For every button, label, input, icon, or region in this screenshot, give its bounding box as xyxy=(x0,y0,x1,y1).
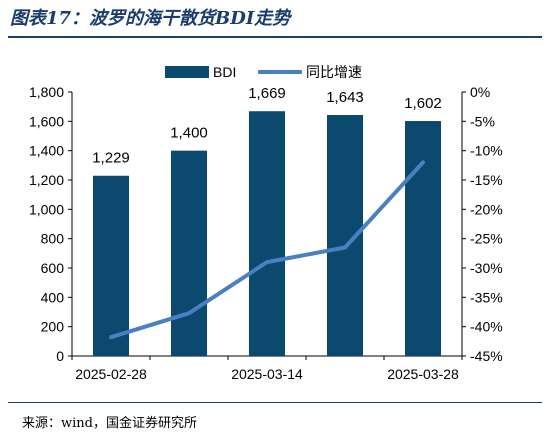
bar xyxy=(93,175,129,356)
y-left-tick-label: 400 xyxy=(41,289,65,305)
y-right-tick-label: -30% xyxy=(470,260,503,276)
bar-data-label: 1,669 xyxy=(248,85,286,102)
bar-series xyxy=(93,111,441,356)
chart-axes: 0 200 400 600 800 1,000 1,200 1,400 1,600 1,800 0%… xyxy=(29,84,503,382)
bar-data-label: 1,643 xyxy=(326,89,364,106)
y-left-tick-label: 1,800 xyxy=(29,84,64,100)
y-right-tick-label: -35% xyxy=(470,289,503,305)
y-right-tick-label: -10% xyxy=(470,143,503,159)
y-left-tick-label: 1,000 xyxy=(29,201,64,217)
y-left-tick-label: 600 xyxy=(41,260,65,276)
figure-title: 图表17：波罗的海干散货BDI走势 xyxy=(10,8,291,29)
y-left-tick-label: 1,400 xyxy=(29,143,64,159)
y-right-tick-label: -45% xyxy=(470,348,503,364)
bar-data-label: 1,400 xyxy=(170,125,208,142)
y-left-tick-label: 1,600 xyxy=(29,113,64,129)
y-left-tick-label: 1,200 xyxy=(29,172,64,188)
bar-data-label: 1,229 xyxy=(92,150,130,167)
y-right-tick-label: -15% xyxy=(470,172,503,188)
title-rule xyxy=(8,36,542,38)
bar xyxy=(405,121,441,356)
bar-data-labels: 1,229 1,400 1,669 1,643 1,602 xyxy=(92,85,442,167)
y-right-tick-label: -25% xyxy=(470,231,503,247)
y-right-tick-label: -5% xyxy=(470,113,495,129)
bar-data-label: 1,602 xyxy=(404,95,442,112)
y-right-tick-label: -40% xyxy=(470,319,503,335)
legend-label-bar: BDI xyxy=(213,64,236,80)
legend-swatch-bar xyxy=(165,66,209,78)
y-left-tick-label: 0 xyxy=(56,348,64,364)
y-left-tick-label: 200 xyxy=(41,319,65,335)
legend-label-line: 同比增速 xyxy=(306,64,362,80)
source-note: 来源：wind，国金证券研究所 xyxy=(22,416,197,431)
bar xyxy=(249,111,285,356)
y-left-tick-label: 800 xyxy=(41,231,65,247)
y-right-tick-label: 0% xyxy=(470,84,490,100)
chart-legend: BDI 同比增速 xyxy=(165,64,362,80)
source-rule xyxy=(8,402,542,403)
x-tick-label: 2025-03-28 xyxy=(387,366,459,382)
x-tick-label: 2025-02-28 xyxy=(75,366,147,382)
line-series xyxy=(109,160,425,340)
y-right-tick-label: -20% xyxy=(470,201,503,217)
bdi-chart: BDI 同比增速 0 200 400 600 800 1,000 1,200 1,400 1,60… xyxy=(29,64,503,382)
x-tick-label: 2025-03-14 xyxy=(231,366,303,382)
bar xyxy=(171,150,207,356)
growth-line xyxy=(109,160,425,340)
